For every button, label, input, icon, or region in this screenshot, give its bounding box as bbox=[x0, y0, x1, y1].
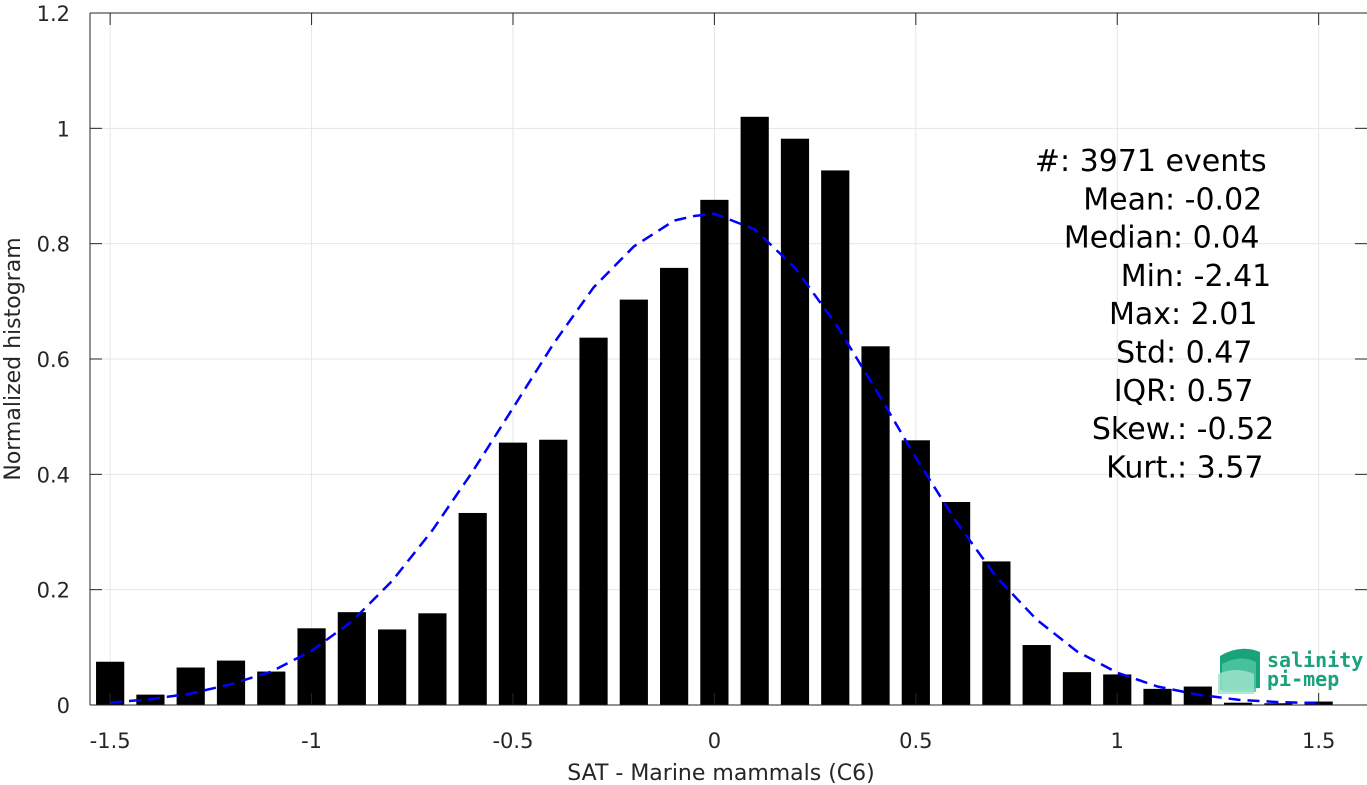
stat-value: : 0.04 bbox=[1173, 221, 1259, 256]
histogram-bar bbox=[257, 671, 286, 705]
histogram-bars bbox=[96, 116, 1333, 706]
y-tick-labels: 0 0.2 0.4 0.6 0.8 1 1.2 bbox=[37, 2, 70, 718]
logo-line2: pi-mep bbox=[1267, 667, 1339, 691]
histogram-bar bbox=[378, 629, 407, 705]
y-tick-label: 0.6 bbox=[37, 348, 70, 372]
histogram-bar bbox=[660, 267, 689, 705]
stat-value: : 0.57 bbox=[1167, 374, 1253, 409]
histogram-bar bbox=[861, 346, 890, 705]
histogram-bar bbox=[942, 502, 971, 705]
stat-label: Kurt. bbox=[1106, 450, 1177, 485]
y-tick-label: 0.4 bbox=[37, 463, 70, 487]
stat-value: : -0.02 bbox=[1165, 182, 1262, 217]
histogram-bar bbox=[418, 613, 447, 705]
stat-label: Median bbox=[1064, 221, 1173, 256]
stat-value: : 0.47 bbox=[1166, 336, 1252, 371]
histogram-bar bbox=[740, 116, 769, 706]
histogram-bar bbox=[619, 299, 648, 705]
stat-label: # bbox=[1035, 144, 1060, 179]
stat-label: Min bbox=[1121, 259, 1174, 294]
stat-label: IQR bbox=[1114, 374, 1167, 409]
x-tick-label: -1.5 bbox=[90, 729, 131, 753]
histogram-bar bbox=[1062, 672, 1092, 705]
y-axis-label: Normalized histogram bbox=[1, 237, 26, 480]
stat-label: Std bbox=[1116, 336, 1166, 371]
logo-line1: salinity bbox=[1267, 648, 1363, 672]
histogram-bar bbox=[297, 628, 326, 705]
histogram-bar bbox=[579, 337, 608, 705]
x-tick-labels: -1.5 -1 -0.5 0 0.5 1 1.5 bbox=[90, 729, 1336, 753]
histogram-bar bbox=[1223, 702, 1253, 705]
histogram-bar bbox=[337, 612, 366, 705]
histogram-bar bbox=[498, 442, 528, 705]
x-tick-label: 1 bbox=[1111, 729, 1124, 753]
histogram-bar bbox=[982, 561, 1011, 705]
x-tick-label: -0.5 bbox=[492, 729, 533, 753]
histogram-bar bbox=[780, 138, 810, 706]
stat-label: Mean bbox=[1083, 182, 1165, 217]
x-tick-label: 0 bbox=[708, 729, 721, 753]
stat-value: : 3.57 bbox=[1177, 450, 1263, 485]
normal-fit-curve bbox=[109, 212, 1319, 705]
x-tick-label: 0.5 bbox=[899, 729, 932, 753]
histogram-bar bbox=[216, 660, 246, 705]
x-tick-label: 1.5 bbox=[1302, 729, 1335, 753]
y-tick-label: 1.2 bbox=[37, 2, 70, 26]
stat-label: Max bbox=[1109, 297, 1171, 332]
x-tick-label: -1 bbox=[301, 729, 322, 753]
stat-label: Skew. bbox=[1092, 412, 1177, 447]
x-axis-label: SAT - Marine mammals (C6) bbox=[567, 761, 875, 785]
axes bbox=[89, 12, 1367, 706]
stat-value: : 3971 events bbox=[1060, 144, 1267, 179]
histogram-bar bbox=[901, 440, 930, 705]
histogram-bar bbox=[1264, 703, 1293, 705]
histogram-bar bbox=[458, 512, 487, 705]
y-tick-label: 0.2 bbox=[37, 579, 70, 603]
y-tick-label: 1 bbox=[57, 117, 70, 141]
salinity-pi-mep-logo: salinity pi-mep bbox=[1218, 648, 1363, 694]
histogram-bar bbox=[176, 667, 205, 705]
y-tick-label: 0.8 bbox=[37, 233, 70, 257]
y-tick-label: 0 bbox=[57, 694, 70, 718]
stat-value: : -0.52 bbox=[1177, 412, 1274, 447]
histogram-bar bbox=[700, 199, 729, 705]
histogram-bar bbox=[1022, 645, 1051, 705]
stat-value: : 2.01 bbox=[1171, 297, 1257, 332]
stat-value: : -2.41 bbox=[1174, 259, 1271, 294]
histogram-bar bbox=[821, 170, 850, 705]
histogram-bar bbox=[539, 439, 568, 705]
waves-logo-icon bbox=[1218, 648, 1260, 694]
histogram-bar bbox=[1143, 688, 1172, 705]
